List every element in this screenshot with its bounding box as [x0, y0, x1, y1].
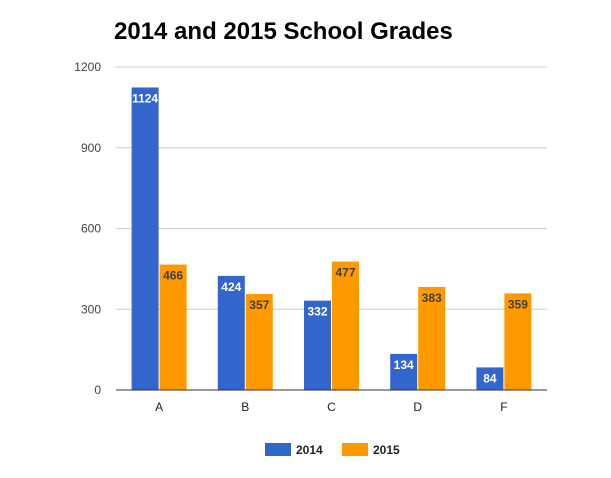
- x-tick-label: A: [155, 400, 163, 414]
- x-tick-label: C: [327, 400, 336, 414]
- bar: [217, 275, 245, 390]
- chart-title: 2014 and 2015 School Grades: [114, 18, 453, 45]
- bar: [504, 293, 532, 390]
- y-tick-label: 300: [81, 302, 101, 316]
- legend-label: 2015: [373, 443, 400, 457]
- bar: [418, 286, 446, 390]
- data-label: 359: [508, 297, 528, 311]
- x-tick-label: F: [500, 400, 507, 414]
- legend-swatch: [342, 443, 368, 456]
- data-label: 332: [307, 305, 327, 319]
- y-tick-label: 0: [94, 383, 101, 397]
- data-label: 357: [249, 298, 269, 312]
- bar: [476, 367, 504, 390]
- data-label: 84: [483, 371, 497, 385]
- data-label: 466: [163, 269, 183, 283]
- data-label: 383: [422, 291, 442, 305]
- legend-label: 2014: [296, 443, 323, 457]
- bar: [159, 264, 187, 390]
- x-tick-label: D: [413, 400, 422, 414]
- y-tick-label: 1200: [74, 60, 101, 74]
- y-tick-label: 600: [81, 222, 101, 236]
- bar: [245, 293, 273, 390]
- x-tick-label: B: [241, 400, 249, 414]
- legend-swatch: [265, 443, 291, 456]
- data-label: 424: [221, 280, 241, 294]
- bar: [390, 353, 418, 390]
- bar: [332, 261, 359, 390]
- bar: [304, 300, 331, 390]
- y-tick-label: 900: [81, 141, 101, 155]
- data-label: 477: [335, 266, 355, 280]
- bar: [131, 87, 159, 390]
- data-label: 1124: [132, 91, 158, 105]
- data-label: 134: [394, 358, 414, 372]
